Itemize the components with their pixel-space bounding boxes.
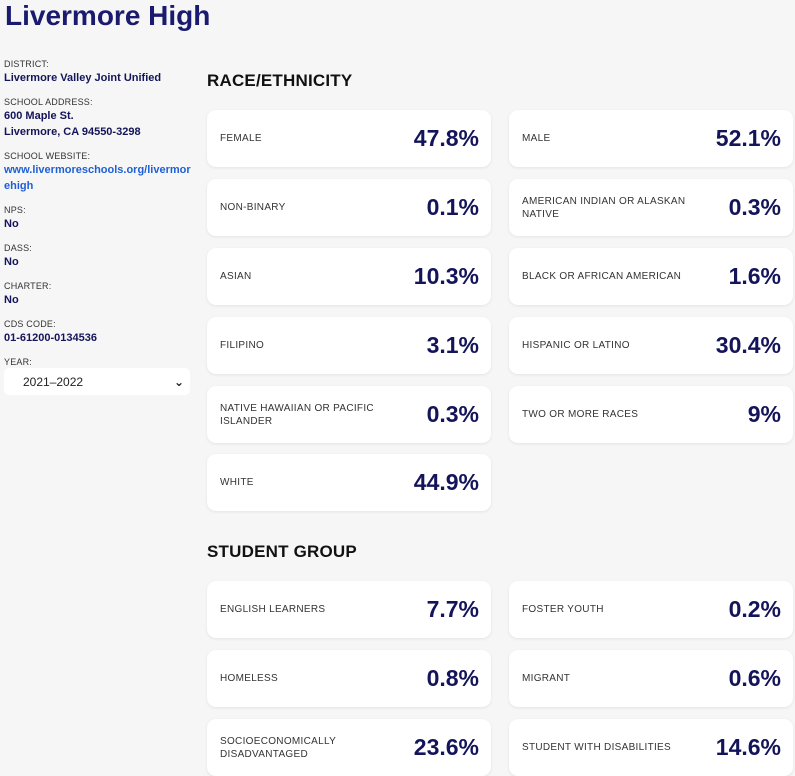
stat-card-white: WHITE 44.9% bbox=[207, 454, 491, 511]
stat-value: 0.3% bbox=[728, 194, 781, 220]
cds-code-label: CDS CODE: bbox=[4, 319, 56, 329]
district-value: Livermore Valley Joint Unified bbox=[4, 72, 162, 84]
year-label: YEAR: bbox=[4, 357, 33, 367]
nps-value: No bbox=[4, 218, 19, 230]
stat-value: 0.1% bbox=[426, 194, 479, 220]
stat-label: STUDENT WITH DISABILITIES bbox=[522, 742, 671, 753]
stat-label: SOCIOECONOMICALLY DISADVANTAGED bbox=[220, 735, 336, 760]
stat-label: FILIPINO bbox=[220, 340, 265, 351]
stat-label: HISPANIC OR LATINO bbox=[522, 340, 630, 351]
stat-label: MALE bbox=[522, 133, 551, 144]
nps-label: NPS: bbox=[4, 205, 26, 215]
stat-card-migrant: MIGRANT 0.6% bbox=[509, 650, 793, 707]
charter-value: No bbox=[4, 294, 19, 306]
stat-card-foster-youth: FOSTER YOUTH 0.2% bbox=[509, 581, 793, 638]
stat-value: 7.7% bbox=[426, 596, 479, 622]
stat-label: WHITE bbox=[220, 477, 254, 488]
stat-card-hispanic: HISPANIC OR LATINO 30.4% bbox=[509, 317, 793, 374]
charter-label: CHARTER: bbox=[4, 281, 52, 291]
stat-card-male: MALE 52.1% bbox=[509, 110, 793, 167]
year-select[interactable]: 2021–2022 ⌄ bbox=[4, 368, 190, 395]
district-label: DISTRICT: bbox=[4, 59, 49, 69]
chevron-down-icon: ⌄ bbox=[173, 374, 184, 389]
stat-label: ASIAN bbox=[220, 271, 252, 282]
stat-label: ENGLISH LEARNERS bbox=[220, 604, 326, 615]
stat-label: BLACK OR AFRICAN AMERICAN bbox=[522, 271, 682, 282]
stat-value: 3.1% bbox=[426, 332, 479, 358]
stat-card-english-learners: ENGLISH LEARNERS 7.7% bbox=[207, 581, 491, 638]
address-line1: 600 Maple St. bbox=[4, 110, 74, 122]
stat-value: 0.3% bbox=[426, 401, 479, 427]
stat-label: FEMALE bbox=[220, 133, 262, 144]
address-line2: Livermore, CA 94550-3298 bbox=[4, 126, 141, 138]
address-value: 600 Maple St. Livermore, CA 94550-3298 bbox=[4, 108, 192, 140]
stat-value: 44.9% bbox=[413, 469, 479, 495]
race-ethnicity-heading: RACE/ETHNICITY bbox=[207, 71, 353, 90]
school-info-sidebar: DISTRICT: Livermore Valley Joint Unified… bbox=[4, 58, 192, 395]
stat-label: HOMELESS bbox=[220, 673, 278, 684]
stat-value: 23.6% bbox=[413, 734, 479, 760]
student-group-heading: STUDENT GROUP bbox=[207, 542, 357, 561]
dass-value: No bbox=[4, 256, 19, 268]
stat-value: 0.2% bbox=[728, 596, 781, 622]
stat-value: 10.3% bbox=[413, 263, 479, 289]
stat-card-filipino: FILIPINO 3.1% bbox=[207, 317, 491, 374]
stat-label: MIGRANT bbox=[522, 673, 571, 684]
stat-card-native-hawaiian: NATIVE HAWAIIAN OR PACIFIC ISLANDER 0.3% bbox=[207, 386, 491, 443]
stat-label: TWO OR MORE RACES bbox=[522, 409, 639, 420]
page-title: Livermore High bbox=[5, 0, 211, 31]
website-label: SCHOOL WEBSITE: bbox=[4, 151, 91, 161]
stat-value: 30.4% bbox=[715, 332, 781, 358]
stat-value: 0.6% bbox=[728, 665, 781, 691]
stat-card-two-or-more: TWO OR MORE RACES 9% bbox=[509, 386, 793, 443]
stat-value: 52.1% bbox=[715, 125, 781, 151]
stat-value: 0.8% bbox=[426, 665, 479, 691]
stat-card-american-indian: AMERICAN INDIAN OR ALASKAN NATIVE 0.3% bbox=[509, 179, 793, 236]
stat-value: 9% bbox=[747, 401, 781, 427]
stat-card-asian: ASIAN 10.3% bbox=[207, 248, 491, 305]
address-label: SCHOOL ADDRESS: bbox=[4, 97, 93, 107]
stat-card-disabilities: STUDENT WITH DISABILITIES 14.6% bbox=[509, 719, 793, 776]
stat-label: FOSTER YOUTH bbox=[522, 604, 604, 615]
stat-card-socioeconomically-disadvantaged: SOCIOECONOMICALLY DISADVANTAGED 23.6% bbox=[207, 719, 491, 776]
website-link[interactable]: www.livermoreschools.org/livermorehigh bbox=[4, 164, 191, 192]
stat-value: 14.6% bbox=[715, 734, 781, 760]
stat-card-homeless: HOMELESS 0.8% bbox=[207, 650, 491, 707]
stat-label: NATIVE HAWAIIAN OR PACIFIC ISLANDER bbox=[220, 402, 374, 427]
stat-label: AMERICAN INDIAN OR ALASKAN NATIVE bbox=[522, 195, 686, 220]
stat-card-black: BLACK OR AFRICAN AMERICAN 1.6% bbox=[509, 248, 793, 305]
cds-code-value: 01-61200-0134536 bbox=[4, 332, 97, 344]
stat-label: NON-BINARY bbox=[220, 202, 286, 213]
stat-value: 1.6% bbox=[728, 263, 781, 289]
year-select-value: 2021–2022 bbox=[23, 374, 84, 389]
stat-card-female: FEMALE 47.8% bbox=[207, 110, 491, 167]
stat-card-non-binary: NON-BINARY 0.1% bbox=[207, 179, 491, 236]
stat-value: 47.8% bbox=[413, 125, 479, 151]
dass-label: DASS: bbox=[4, 243, 33, 253]
